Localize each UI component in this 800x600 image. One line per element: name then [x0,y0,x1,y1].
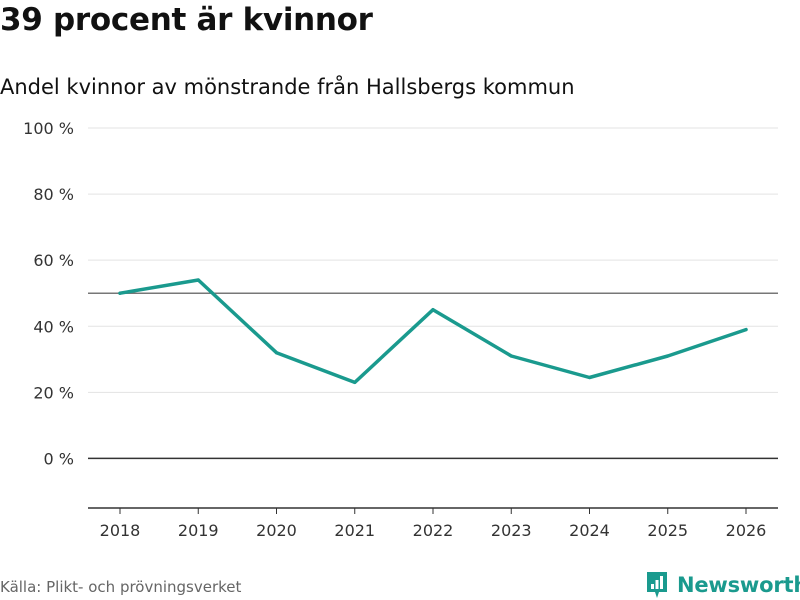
data-point [431,308,435,312]
chart-subtitle: Andel kvinnor av mönstrande från Hallsbe… [0,75,575,99]
brand-name: Newsworthy [677,573,800,597]
y-tick-label: 0 % [44,449,74,468]
y-tick-label: 40 % [33,317,74,336]
data-point [118,291,122,295]
brand-logo: Newsworthy [645,570,800,600]
data-point [509,354,513,358]
data-point [274,351,279,355]
y-tick-label: 80 % [33,185,74,204]
y-tick-label: 20 % [33,383,74,402]
data-point [587,375,592,380]
x-tick-label: 2023 [491,521,532,540]
x-tick-label: 2018 [100,521,141,540]
source-note: Källa: Plikt- och prövningsverket [0,578,242,596]
x-tick-label: 2021 [334,521,375,540]
data-point [196,278,200,282]
chart-title: 39 procent är kvinnor [0,2,373,38]
x-tick-label: 2019 [178,521,219,540]
y-tick-label: 60 % [33,251,74,270]
newsworthy-logo-icon [647,572,667,598]
y-tick-label: 100 % [23,119,74,138]
x-tick-label: 2025 [647,521,688,540]
series-line [118,278,748,385]
x-tick-label: 2026 [726,521,767,540]
x-tick-label: 2020 [256,521,297,540]
x-tick-label: 2022 [413,521,454,540]
data-point [353,380,357,385]
x-tick-label: 2024 [569,521,610,540]
data-point [666,354,670,358]
data-point [744,327,748,332]
